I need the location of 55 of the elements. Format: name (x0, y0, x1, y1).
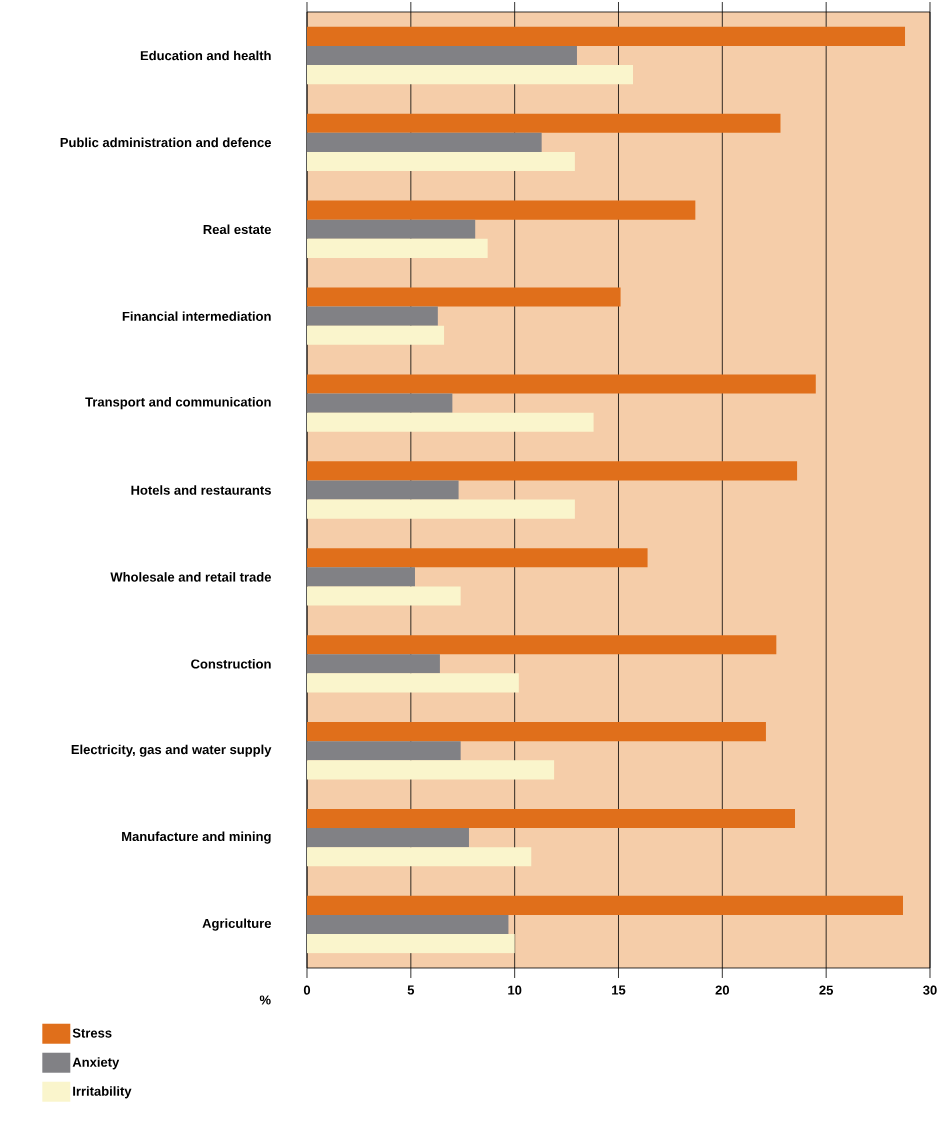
bar (307, 567, 415, 587)
bar (307, 808, 796, 829)
x-tick-label: 5 (407, 985, 415, 995)
bar (307, 306, 438, 326)
bar (307, 412, 594, 432)
legend-label: Stress (72, 1028, 112, 1038)
bar (307, 934, 515, 954)
bar (307, 847, 532, 867)
bar (307, 132, 542, 152)
y-tick-label: Agriculture (202, 918, 272, 931)
bar (307, 480, 459, 500)
bar (307, 499, 575, 519)
y-tick-label: Hotels and restaurants (131, 485, 271, 495)
bar (307, 828, 469, 848)
y-tick-label: Real estate (203, 224, 271, 235)
bar (307, 200, 696, 220)
x-tick-label: 15 (612, 985, 626, 995)
y-tick-label: Construction (191, 659, 271, 669)
bar (307, 741, 461, 761)
y-tick-label: Wholesale and retail trade (110, 572, 272, 582)
bar (307, 461, 798, 481)
bar (307, 654, 440, 674)
bar (307, 914, 509, 935)
bar (307, 219, 476, 239)
y-tick-label: Education and health (140, 50, 271, 61)
legend-label: Irritability (73, 1086, 132, 1099)
bar (307, 45, 577, 66)
bar (307, 65, 634, 85)
bar (307, 151, 575, 172)
y-tick-label: Public administration and defence (60, 137, 272, 148)
bar (307, 673, 519, 693)
legend-label: Anxiety (72, 1057, 120, 1070)
bar (307, 325, 445, 345)
x-tick-label: 30 (923, 985, 937, 995)
bar (307, 287, 621, 307)
y-tick-label: Financial intermediation (122, 311, 271, 321)
bar (307, 586, 461, 606)
bar (307, 113, 781, 133)
bar (307, 393, 453, 413)
x-tick-label: 10 (508, 985, 522, 995)
bar (307, 635, 777, 655)
bar (307, 760, 555, 780)
bar (307, 238, 488, 258)
y-tick-label: Electricity, gas and water supply (71, 744, 272, 757)
bar (307, 722, 766, 742)
bar (307, 548, 648, 568)
bar (307, 374, 816, 394)
y-tick-label: Transport and communication (85, 397, 271, 410)
x-tick-label: 0 (303, 985, 311, 995)
bar (307, 895, 903, 915)
x-tick-label: 25 (819, 985, 834, 995)
y-tick-label: Manufacture and mining (122, 831, 271, 844)
bar (307, 26, 906, 46)
x-tick-label: 20 (715, 985, 730, 995)
x-axis-title: % (259, 995, 271, 1005)
